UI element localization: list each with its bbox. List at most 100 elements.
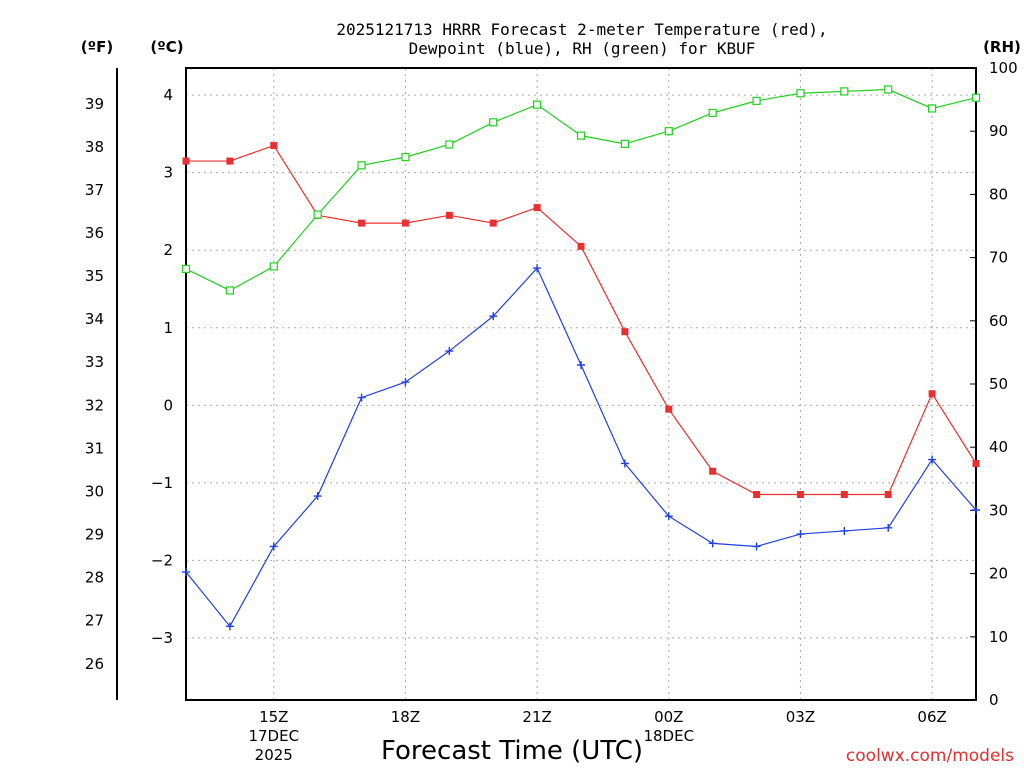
data-point xyxy=(752,96,761,105)
data-point xyxy=(577,242,585,250)
fahrenheit-tick-label: 27 xyxy=(85,612,104,630)
data-point xyxy=(489,118,498,127)
celsius-tick-label: −3 xyxy=(151,629,173,647)
data-point xyxy=(796,89,805,98)
fahrenheit-tick-label: 37 xyxy=(85,181,104,199)
rh-tick-label: 100 xyxy=(989,59,1018,77)
fahrenheit-tick-label: 28 xyxy=(85,569,104,587)
data-point xyxy=(182,157,190,165)
x-axis-label: Forecast Time (UTC) xyxy=(381,736,643,766)
data-point xyxy=(313,210,322,219)
data-point xyxy=(445,347,454,356)
rh-tick-label: 20 xyxy=(989,565,1008,583)
data-point xyxy=(533,264,542,273)
data-point xyxy=(796,530,805,539)
data-point xyxy=(620,459,629,468)
series-line xyxy=(185,88,977,292)
data-point xyxy=(533,100,542,109)
grid-lines xyxy=(186,68,976,700)
x-tick-label: 03Z xyxy=(786,708,815,726)
fahrenheit-tick-label: 31 xyxy=(85,439,104,457)
series-line xyxy=(186,144,977,496)
data-point xyxy=(401,219,409,227)
x-tick-label: 15Z xyxy=(259,708,288,726)
data-point xyxy=(972,506,980,515)
celsius-tick-label: 2 xyxy=(163,241,173,259)
x-tick-label: 17DEC xyxy=(248,727,299,745)
data-point xyxy=(225,622,234,631)
x-tick-label: 00Z xyxy=(654,708,683,726)
celsius-tick-label: 3 xyxy=(163,164,173,182)
data-point xyxy=(665,405,673,413)
data-point xyxy=(928,104,937,113)
celsius-tick-label: 0 xyxy=(163,396,173,414)
data-point xyxy=(884,491,892,499)
data-point xyxy=(445,140,454,149)
chart-title-line1: 2025121713 HRRR Forecast 2-meter Tempera… xyxy=(336,20,827,39)
rh-tick-label: 40 xyxy=(989,438,1008,456)
data-point xyxy=(269,542,278,551)
data-point xyxy=(576,131,586,140)
data-series xyxy=(181,85,981,631)
data-point xyxy=(445,211,453,219)
celsius-tick-label: 4 xyxy=(163,86,173,104)
x-tick-label: 2025 xyxy=(255,746,293,764)
data-point xyxy=(840,491,848,499)
data-point xyxy=(664,512,673,521)
data-point xyxy=(313,492,322,501)
fahrenheit-tick-label: 38 xyxy=(85,138,104,156)
data-point xyxy=(752,542,761,551)
celsius-tick-label: −1 xyxy=(151,474,173,492)
data-point xyxy=(489,219,497,227)
rh-tick-label: 90 xyxy=(989,122,1008,140)
fahrenheit-tick-label: 39 xyxy=(85,95,104,113)
data-point xyxy=(226,157,234,165)
data-point xyxy=(708,539,717,548)
data-point xyxy=(269,262,278,271)
rh-unit-label: (RH) xyxy=(983,38,1021,56)
data-point xyxy=(182,568,190,577)
plot-frame xyxy=(185,67,977,701)
series-line xyxy=(185,266,977,628)
x-tick-label: 18DEC xyxy=(643,727,694,745)
fahrenheit-tick-label: 32 xyxy=(85,396,104,414)
series-relative-humidity xyxy=(181,85,981,295)
data-point xyxy=(884,85,893,94)
series-dewpoint xyxy=(182,264,980,631)
fahrenheit-tick-label: 26 xyxy=(85,655,104,673)
x-tick-label: 06Z xyxy=(917,708,946,726)
data-point xyxy=(708,108,717,117)
data-point xyxy=(972,459,980,467)
data-point xyxy=(928,390,936,398)
rh-tick-label: 10 xyxy=(989,628,1008,646)
data-point xyxy=(621,328,629,336)
data-point xyxy=(357,161,366,170)
data-point xyxy=(225,286,234,295)
source-credit: coolwx.com/models xyxy=(846,746,1014,766)
rh-tick-label: 0 xyxy=(989,691,999,709)
x-tick-label: 18Z xyxy=(391,708,420,726)
data-point xyxy=(971,93,981,102)
rh-tick-label: 50 xyxy=(989,375,1008,393)
data-point xyxy=(533,204,541,212)
axes xyxy=(116,67,977,701)
fahrenheit-tick-label: 29 xyxy=(85,526,104,544)
data-point xyxy=(884,523,893,532)
data-point xyxy=(753,491,761,499)
rh-tick-label: 30 xyxy=(989,501,1008,519)
data-point xyxy=(709,467,717,475)
data-point xyxy=(489,312,498,321)
data-point xyxy=(620,139,629,148)
fahrenheit-tick-label: 35 xyxy=(85,267,104,285)
data-point xyxy=(840,87,849,96)
fahrenheit-tick-label: 30 xyxy=(85,482,104,500)
data-point xyxy=(664,127,673,136)
data-point xyxy=(401,378,410,387)
fahrenheit-tick-label: 34 xyxy=(85,310,104,328)
chart-title-line2: Dewpoint (blue), RH (green) for KBUF xyxy=(409,39,756,58)
rh-tick-label: 80 xyxy=(989,185,1008,203)
data-point xyxy=(401,153,410,162)
data-point xyxy=(840,526,849,535)
